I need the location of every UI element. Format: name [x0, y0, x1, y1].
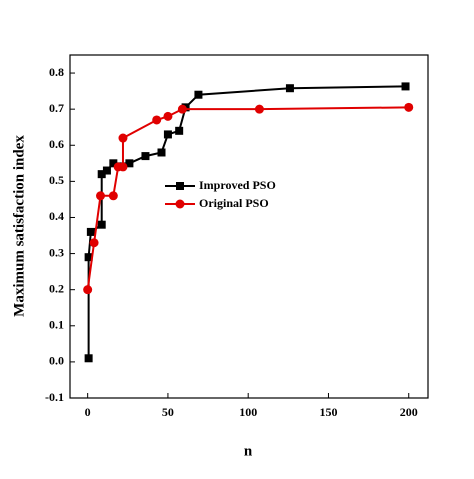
- point: [285, 84, 294, 93]
- y-tick-label: 0.8: [49, 65, 64, 79]
- point: [118, 162, 128, 172]
- point: [152, 115, 162, 125]
- point: [163, 111, 173, 121]
- point: [401, 82, 410, 91]
- point: [96, 191, 106, 201]
- x-tick-label: 0: [85, 405, 91, 419]
- x-tick-label: 50: [162, 405, 174, 419]
- series-line: [87, 85, 406, 359]
- point: [108, 191, 118, 201]
- legend-marker: [176, 182, 184, 190]
- point: [102, 166, 111, 175]
- x-axis-label: n: [244, 443, 253, 459]
- y-tick-label: 0.2: [49, 281, 64, 295]
- point: [254, 104, 264, 114]
- y-tick-label: 0.0: [49, 354, 64, 368]
- point: [84, 354, 93, 363]
- legend-label: Improved PSO: [199, 178, 276, 192]
- point: [86, 227, 95, 236]
- y-tick-label: 0.5: [49, 173, 64, 187]
- point: [97, 220, 106, 229]
- point: [84, 253, 93, 262]
- point: [404, 102, 414, 112]
- point: [141, 152, 150, 161]
- y-axis-label: Maximum satisfaction index: [11, 135, 27, 317]
- point: [83, 285, 93, 295]
- x-tick-label: 100: [239, 405, 257, 419]
- y-tick-label: 0.1: [49, 318, 64, 332]
- x-tick-label: 200: [400, 405, 418, 419]
- point: [163, 130, 172, 139]
- point: [177, 104, 187, 114]
- plot-frame: [69, 54, 429, 399]
- point: [194, 90, 203, 99]
- y-tick-label: -0.1: [45, 390, 64, 404]
- y-tick-label: 0.3: [49, 245, 64, 259]
- series-line: [86, 106, 409, 290]
- legend-label: Original PSO: [199, 196, 269, 210]
- point: [125, 159, 134, 168]
- point: [109, 159, 118, 168]
- y-tick-label: 0.4: [49, 209, 64, 223]
- y-tick-label: 0.6: [49, 137, 64, 151]
- point: [157, 148, 166, 157]
- point: [118, 133, 128, 143]
- legend-marker: [175, 199, 185, 209]
- point: [175, 126, 184, 135]
- y-tick-label: 0.7: [49, 101, 64, 115]
- point: [97, 170, 106, 179]
- point: [89, 238, 99, 248]
- x-tick-label: 150: [319, 405, 337, 419]
